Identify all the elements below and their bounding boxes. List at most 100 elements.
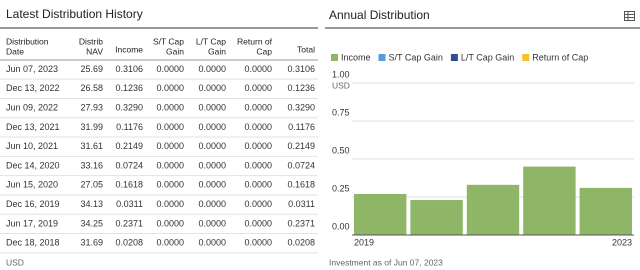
column-header: NAV bbox=[86, 46, 103, 56]
table-cell: Dec 16, 2019 bbox=[6, 199, 60, 209]
table-cell: 25.69 bbox=[80, 64, 103, 74]
table-cell: 0.1236 bbox=[287, 83, 315, 93]
table-cell: 34.13 bbox=[80, 199, 103, 209]
table-cell: 0.0000 bbox=[244, 218, 272, 228]
table-cell: 0.0000 bbox=[198, 238, 226, 248]
column-header: Cap bbox=[256, 46, 272, 56]
column-header: Date bbox=[6, 46, 24, 56]
table-cell: 0.1176 bbox=[116, 122, 143, 132]
table-cell: 33.16 bbox=[80, 160, 103, 170]
chart-title: Annual Distribution bbox=[329, 8, 430, 22]
table-cell: 0.0311 bbox=[288, 199, 315, 209]
table-cell: Dec 18, 2018 bbox=[6, 238, 60, 248]
table-cell: 0.0724 bbox=[287, 160, 315, 170]
x-tick-label: 2019 bbox=[354, 237, 374, 247]
table-cell: 26.58 bbox=[80, 83, 103, 93]
table-cell: 31.99 bbox=[80, 122, 103, 132]
x-tick-label: 2023 bbox=[612, 237, 632, 247]
table-cell: Jun 10, 2021 bbox=[6, 141, 58, 151]
table-cell: 0.1618 bbox=[115, 180, 143, 190]
table-cell: 0.0000 bbox=[198, 141, 226, 151]
column-header: Income bbox=[115, 44, 143, 54]
y-tick-label: 1.00 bbox=[332, 69, 350, 79]
legend-swatch bbox=[450, 54, 458, 61]
y-tick-label: 0.75 bbox=[332, 107, 350, 117]
table-cell: 0.0000 bbox=[244, 141, 272, 151]
table-icon[interactable] bbox=[624, 11, 635, 21]
legend-label: Return of Cap bbox=[532, 52, 588, 62]
table-cell: 0.0000 bbox=[156, 64, 184, 74]
legend-swatch bbox=[331, 54, 338, 61]
table-cell: 0.2371 bbox=[115, 218, 143, 228]
table-cell: Dec 14, 2020 bbox=[6, 160, 60, 170]
table-cell: Jun 09, 2022 bbox=[6, 102, 58, 112]
table-cell: 0.0000 bbox=[198, 160, 226, 170]
legend-label: Income bbox=[341, 52, 371, 62]
y-tick-label: 0.50 bbox=[332, 145, 350, 155]
legend-swatch bbox=[378, 54, 386, 61]
table-cell: Jun 15, 2020 bbox=[6, 180, 58, 190]
table-cell: 0.3290 bbox=[287, 102, 315, 112]
table-cell: Jun 17, 2019 bbox=[6, 218, 58, 228]
table-cell: 0.0000 bbox=[198, 199, 226, 209]
bar bbox=[354, 193, 407, 235]
table-cell: 0.3106 bbox=[115, 64, 143, 74]
bar bbox=[523, 166, 576, 235]
currency-note: USD bbox=[6, 257, 24, 267]
table-title: Latest Distribution History bbox=[6, 7, 143, 21]
column-header: Total bbox=[297, 44, 315, 54]
table-cell: 0.0208 bbox=[287, 238, 315, 248]
table-cell: 0.0000 bbox=[244, 102, 272, 112]
table-cell: 0.0000 bbox=[244, 160, 272, 170]
table-cell: 0.2149 bbox=[287, 141, 315, 151]
legend-label: L/T Cap Gain bbox=[461, 52, 514, 62]
table-cell: 0.0000 bbox=[244, 199, 272, 209]
table-cell: 0.0000 bbox=[244, 180, 272, 190]
bar bbox=[579, 187, 632, 235]
table-cell: 0.0000 bbox=[198, 64, 226, 74]
table-cell: 0.3290 bbox=[115, 102, 143, 112]
table-cell: 0.3106 bbox=[287, 64, 315, 74]
table-cell: 0.0724 bbox=[115, 160, 143, 170]
table-cell: 0.0000 bbox=[198, 102, 226, 112]
table-cell: 0.0000 bbox=[156, 141, 184, 151]
column-header: Distrib bbox=[79, 36, 103, 46]
table-cell: 34.25 bbox=[80, 218, 103, 228]
column-header: Gain bbox=[208, 46, 226, 56]
table-cell: 0.0000 bbox=[198, 218, 226, 228]
legend-label: S/T Cap Gain bbox=[389, 52, 443, 62]
table-cell: 0.0311 bbox=[116, 199, 143, 209]
y-tick-label: 0.25 bbox=[332, 183, 350, 193]
table-cell: 0.2371 bbox=[287, 218, 315, 228]
table-cell: 31.69 bbox=[80, 238, 103, 248]
column-header: S/T Cap bbox=[153, 36, 184, 46]
table-cell: 31.61 bbox=[80, 141, 103, 151]
table-cell: 0.1176 bbox=[288, 122, 315, 132]
table-cell: 0.0000 bbox=[244, 64, 272, 74]
table-cell: Dec 13, 2021 bbox=[6, 122, 60, 132]
table-cell: 0.0000 bbox=[244, 122, 272, 132]
table-cell: 0.0000 bbox=[198, 180, 226, 190]
table-cell: 27.05 bbox=[80, 180, 103, 190]
column-header: Distribution bbox=[6, 36, 49, 46]
y-tick-label: 0.00 bbox=[332, 221, 350, 231]
column-header: L/T Cap bbox=[196, 36, 226, 46]
table-cell: 0.2149 bbox=[115, 141, 143, 151]
table-cell: Dec 13, 2022 bbox=[6, 83, 60, 93]
table-cell: 0.0208 bbox=[115, 238, 143, 248]
table-cell: 0.0000 bbox=[156, 122, 184, 132]
table-cell: 0.0000 bbox=[156, 199, 184, 209]
column-header: Gain bbox=[166, 46, 184, 56]
table-cell: 0.1618 bbox=[287, 180, 315, 190]
table-cell: Jun 07, 2023 bbox=[6, 64, 58, 74]
legend-swatch bbox=[522, 54, 530, 61]
y-unit: USD bbox=[332, 80, 350, 90]
table-cell: 0.0000 bbox=[198, 83, 226, 93]
table-cell: 0.1236 bbox=[115, 83, 143, 93]
bar bbox=[410, 200, 463, 235]
table-cell: 0.0000 bbox=[156, 102, 184, 112]
table-cell: 0.0000 bbox=[156, 238, 184, 248]
table-cell: 0.0000 bbox=[156, 83, 184, 93]
table-cell: 0.0000 bbox=[156, 180, 184, 190]
